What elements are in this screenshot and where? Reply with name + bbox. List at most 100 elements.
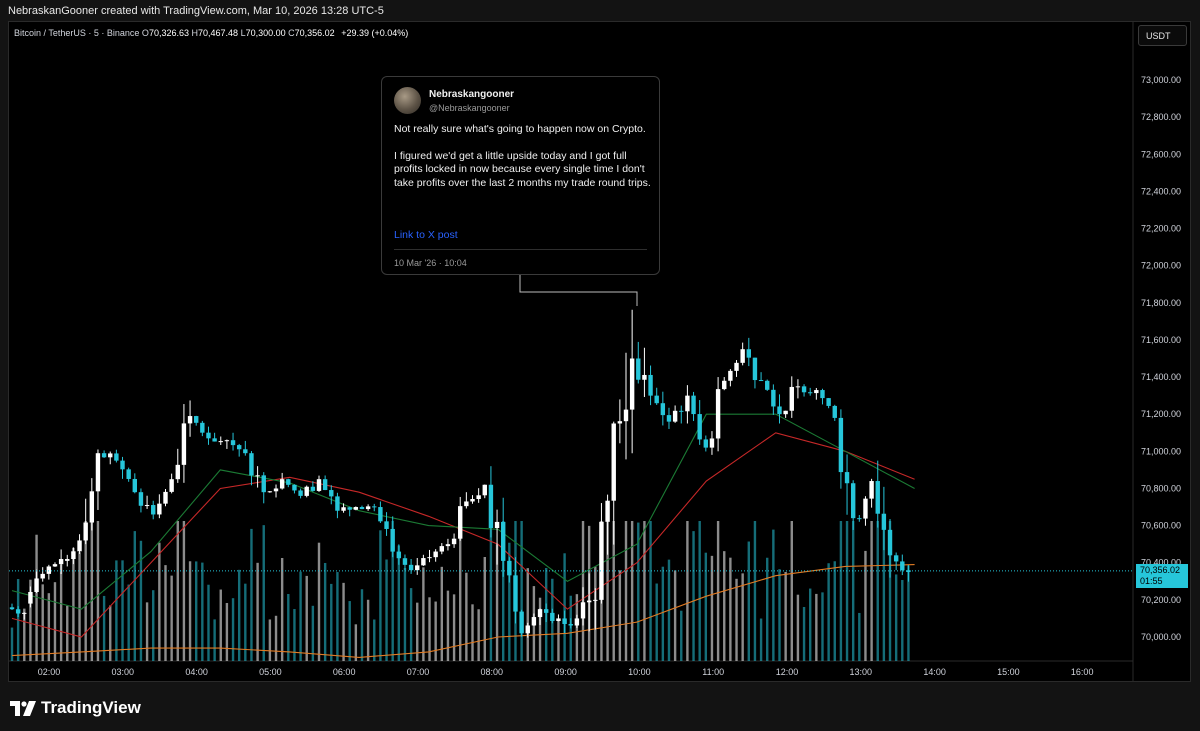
volume-bar bbox=[225, 603, 229, 661]
high-value: 70,467.48 bbox=[198, 28, 239, 38]
candle-body bbox=[494, 521, 500, 528]
volume-bar bbox=[907, 565, 910, 661]
tweet-date: 10 Mar '26 · 10:04 bbox=[394, 258, 467, 268]
ema-fast-line bbox=[11, 413, 915, 610]
volume-bar bbox=[330, 583, 333, 661]
candle-body bbox=[365, 506, 371, 510]
candle-body bbox=[200, 422, 205, 433]
candle-body bbox=[28, 591, 33, 604]
volume-bar bbox=[342, 582, 345, 661]
volume-bar bbox=[84, 521, 87, 661]
candle-body bbox=[335, 496, 340, 511]
volume-bar bbox=[483, 557, 486, 661]
volume-bar bbox=[710, 555, 714, 661]
symbol-legend: Bitcoin / TetherUS · 5 · Binance O70,326… bbox=[14, 28, 408, 38]
volume-bar bbox=[139, 540, 143, 661]
candle-body bbox=[543, 609, 549, 613]
x-tick-label: 09:00 bbox=[554, 667, 577, 677]
volume-bar bbox=[778, 569, 781, 661]
volume-bar bbox=[237, 569, 241, 661]
candle-body bbox=[808, 392, 813, 394]
volume-bar bbox=[366, 599, 370, 661]
volume-bar bbox=[630, 521, 634, 661]
candle-body bbox=[838, 417, 844, 473]
y-tick-label: 71,200.00 bbox=[1141, 409, 1181, 419]
candle-body bbox=[636, 358, 641, 380]
volume-bar bbox=[612, 521, 615, 661]
tweet-connector-line bbox=[519, 275, 638, 306]
candle-body bbox=[697, 414, 702, 440]
volume-bar bbox=[231, 598, 235, 661]
volume-bar bbox=[538, 597, 542, 661]
candle-body bbox=[230, 440, 236, 446]
x-tick-label: 08:00 bbox=[481, 667, 504, 677]
candle-body bbox=[574, 618, 580, 626]
volume-bar bbox=[526, 568, 529, 661]
volume-bar bbox=[35, 534, 38, 661]
candle-body bbox=[396, 551, 402, 559]
volume-bar bbox=[47, 593, 51, 661]
volume-bar bbox=[280, 558, 284, 661]
candle-body bbox=[236, 445, 242, 450]
low-label: L bbox=[240, 28, 246, 38]
volume-bar bbox=[250, 528, 253, 661]
y-tick-label: 71,400.00 bbox=[1141, 372, 1181, 382]
y-tick-label: 70,400.00 bbox=[1141, 558, 1181, 568]
volume-bar bbox=[299, 571, 302, 661]
volume-bar bbox=[735, 578, 738, 661]
volume-bar bbox=[723, 551, 726, 661]
volume-bar bbox=[53, 582, 57, 661]
tweet-card: Nebraskangooner @Nebraskangooner Not rea… bbox=[381, 76, 660, 275]
candle-body bbox=[101, 453, 107, 458]
volume-bar bbox=[422, 567, 425, 661]
candle-body bbox=[408, 564, 414, 571]
tweet-link[interactable]: Link to X post bbox=[394, 229, 458, 241]
candle-body bbox=[286, 479, 291, 485]
volume-bar bbox=[391, 521, 394, 661]
tweet-paragraph-2: I figured we'd get a little upside today… bbox=[394, 149, 651, 189]
candle-body bbox=[629, 358, 635, 410]
x-tick-label: 13:00 bbox=[850, 667, 873, 677]
volume-bar bbox=[759, 618, 763, 661]
x-tick-label: 04:00 bbox=[185, 667, 208, 677]
currency-button[interactable]: USDT bbox=[1138, 25, 1187, 46]
volume-bar bbox=[41, 584, 44, 661]
candle-body bbox=[415, 565, 420, 571]
volume-bar bbox=[704, 552, 708, 661]
volume-bar bbox=[784, 571, 787, 661]
candle-body bbox=[881, 513, 887, 530]
tradingview-logo[interactable]: TradingView bbox=[10, 698, 141, 718]
candle-body bbox=[353, 507, 359, 510]
volume-bar bbox=[489, 521, 493, 661]
candle-body bbox=[869, 481, 874, 499]
open-value: 70,326.63 bbox=[148, 28, 189, 38]
volume-bar bbox=[888, 521, 892, 661]
tweet-paragraph-1: Not really sure what's going to happen n… bbox=[394, 123, 646, 135]
volume-bar bbox=[440, 566, 443, 661]
volume-bar bbox=[416, 602, 419, 661]
avatar bbox=[394, 87, 421, 114]
candle-body bbox=[304, 486, 309, 496]
volume-bar bbox=[802, 606, 806, 661]
volume-bar bbox=[864, 550, 867, 661]
volume-bar bbox=[305, 575, 308, 661]
candle-body bbox=[384, 521, 389, 529]
volume-bar bbox=[495, 544, 499, 661]
candle-body bbox=[789, 386, 794, 411]
ema-slow-line bbox=[11, 432, 915, 638]
volume-bar bbox=[851, 521, 855, 661]
volume-bar bbox=[268, 619, 272, 661]
candle-body bbox=[703, 439, 709, 448]
candle-body bbox=[513, 575, 518, 612]
candle-body bbox=[734, 362, 739, 371]
volume-bar bbox=[477, 609, 480, 661]
candle-body bbox=[52, 564, 58, 567]
candle-body bbox=[279, 479, 285, 489]
candle-body bbox=[476, 495, 481, 500]
candle-body bbox=[623, 409, 629, 422]
x-tick-label: 16:00 bbox=[1071, 667, 1094, 677]
volume-bar bbox=[618, 570, 622, 661]
candle-body bbox=[464, 501, 469, 507]
volume-bar bbox=[624, 521, 628, 661]
